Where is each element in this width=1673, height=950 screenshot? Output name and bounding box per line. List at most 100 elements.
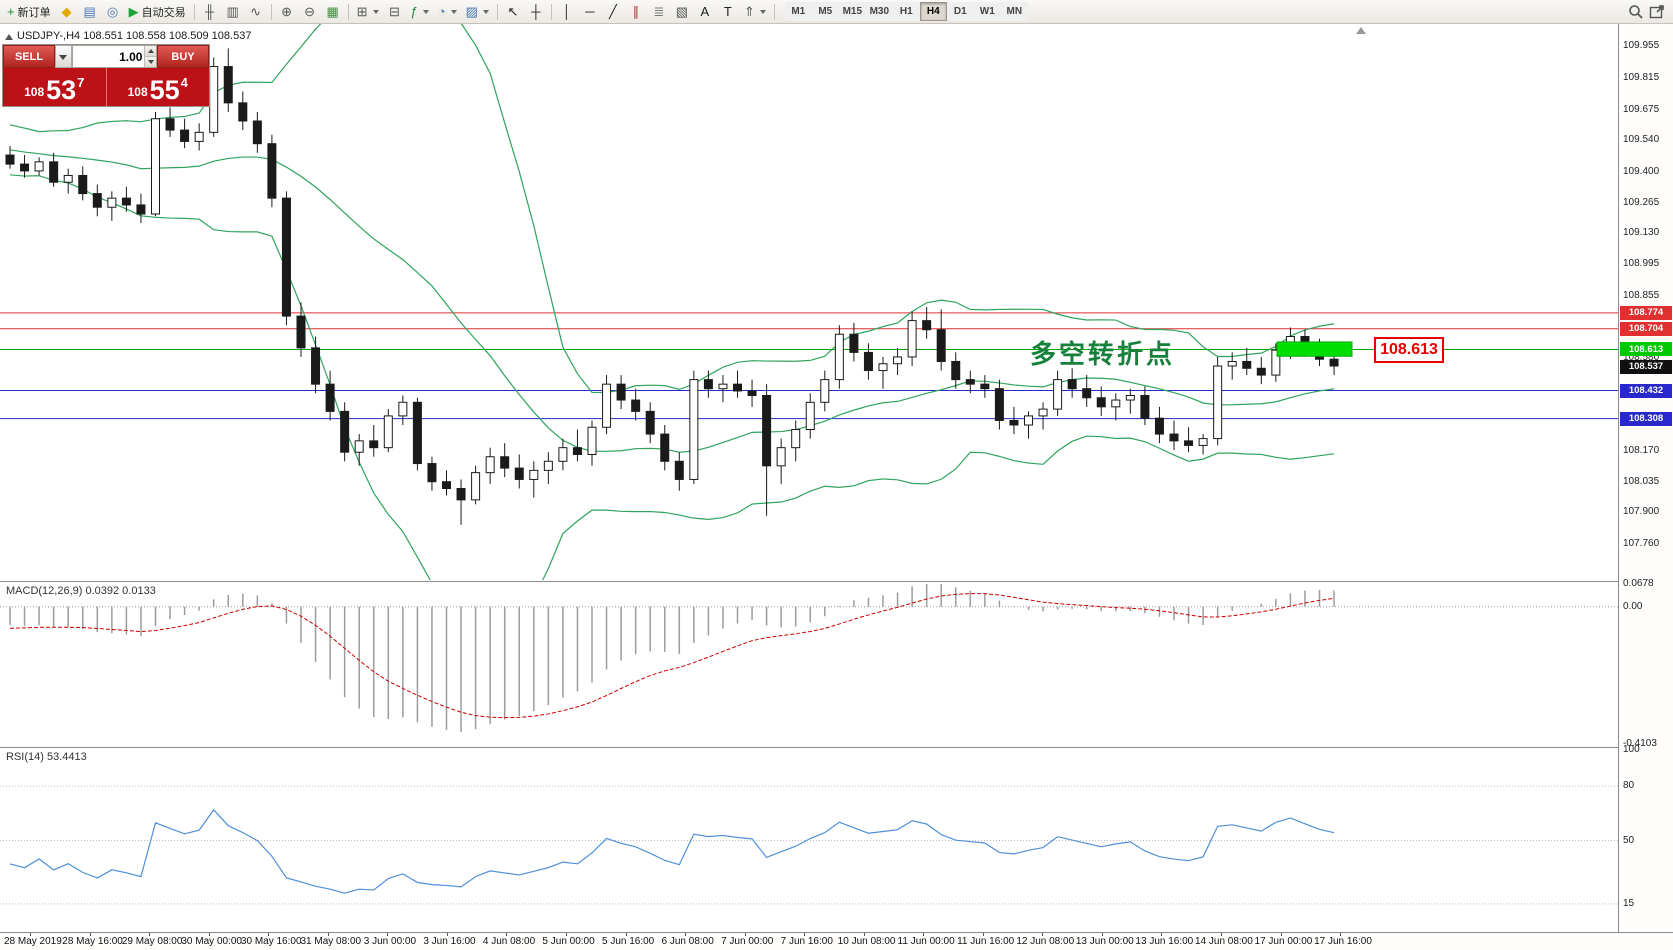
sell-price-big: 53 xyxy=(46,75,77,106)
macd-histogram xyxy=(9,584,1335,733)
timeframe-group: M1 M5 M15 M30 H1 H4 D1 W1 MN xyxy=(784,2,1028,21)
time-tick xyxy=(923,933,925,936)
time-axis-label: 3 Jun 00:00 xyxy=(363,936,417,947)
collapse-trade-panel-arrow[interactable] xyxy=(5,34,13,40)
bar-chart-icon: ╫ xyxy=(204,4,215,19)
time-axis-label: 14 Jun 08:00 xyxy=(1194,936,1253,947)
text-label-icon: T xyxy=(723,4,732,19)
rsi-axis-label: 15 xyxy=(1623,897,1635,909)
time-tick xyxy=(506,933,508,936)
lot-increase-button[interactable] xyxy=(145,46,156,57)
macd-panel[interactable]: MACD(12,26,9) 0.0392 0.0133 xyxy=(0,581,1618,747)
autotrading-button[interactable]: ▶ 自动交易 xyxy=(125,2,190,22)
fibonacci-icon[interactable]: ≣ xyxy=(648,2,670,22)
price-axis-label: 107.900 xyxy=(1623,506,1660,518)
symbol-ohlc-label: USDJPY-,H4 108.551 108.558 108.509 108.5… xyxy=(17,30,252,42)
rsi-panel[interactable]: RSI(14) 53.4413 xyxy=(0,747,1618,933)
toolbar: + 新订单 ◆ ▤ ◎ ▶ 自动交易 ╫ ▥ ∿ ⊕ ⊖ ▦ ⊞ ⊟ ƒ ◔ ▨ ↖ ┼ │ ─ ╱ ∥ ≣ ▧ A T ⇑ M1 M5 M1… xyxy=(0,0,1673,24)
tile-windows-icon[interactable]: ⊞ xyxy=(353,2,383,22)
sell-button[interactable]: SELL xyxy=(3,45,55,68)
indicators-icon[interactable]: ƒ xyxy=(407,2,433,22)
lot-dropdown-button[interactable] xyxy=(55,45,72,68)
horizontal-line-icon[interactable]: ─ xyxy=(579,2,601,22)
search-icon[interactable] xyxy=(1628,4,1644,20)
crosshair-icon[interactable]: ┼ xyxy=(525,2,547,22)
time-axis-label: 17 Jun 16:00 xyxy=(1314,936,1372,947)
timeframe-m1[interactable]: M1 xyxy=(784,2,812,21)
time-tick xyxy=(804,933,806,936)
zoom-out-icon: ⊖ xyxy=(304,4,316,19)
channel-icon: ∥ xyxy=(632,4,640,19)
time-axis-label: 5 Jun 16:00 xyxy=(601,936,655,947)
line-chart-icon[interactable]: ∿ xyxy=(245,2,267,22)
sell-price-base: 108 xyxy=(24,85,45,99)
timeframe-m30[interactable]: M30 xyxy=(865,2,893,21)
templates-icon[interactable]: ▨ xyxy=(462,2,493,22)
periods-icon[interactable]: ◔ xyxy=(434,2,461,22)
bollinger-bands xyxy=(9,24,1335,580)
time-tick xyxy=(1280,933,1282,936)
time-axis-label: 28 May 2019 xyxy=(3,936,62,947)
price-tag-108.774: 108.774 xyxy=(1620,305,1672,320)
channel-icon[interactable]: ∥ xyxy=(625,2,647,22)
cursor-icon[interactable]: ↖ xyxy=(502,2,524,22)
time-axis-label: 6 Jun 08:00 xyxy=(661,936,714,947)
lot-size-input[interactable] xyxy=(73,46,145,67)
bar-chart-icon[interactable]: ╫ xyxy=(199,2,221,22)
time-tick xyxy=(744,933,746,936)
price-axis-label: 109.265 xyxy=(1623,196,1660,208)
new-window-icon[interactable] xyxy=(1649,4,1665,20)
candlestick-chart-icon[interactable]: ▥ xyxy=(222,2,244,22)
buy-button[interactable]: BUY xyxy=(157,45,209,68)
zoom-in-icon: ⊕ xyxy=(281,4,293,19)
sell-price-display[interactable]: 108 53 7 xyxy=(3,68,106,106)
time-tick xyxy=(1221,933,1222,936)
time-axis-label: 30 May 16:00 xyxy=(240,936,302,947)
chevron-down-icon xyxy=(372,9,379,14)
time-axis-label: 31 May 08:00 xyxy=(300,936,362,947)
cascade-windows-icon[interactable]: ⊟ xyxy=(384,2,406,22)
price-tag-108.704: 108.704 xyxy=(1620,321,1672,336)
toolbar-separator xyxy=(193,3,195,20)
time-tick xyxy=(89,933,91,936)
periods-icon: ◔ xyxy=(437,4,446,19)
buy-price-display[interactable]: 108 55 4 xyxy=(105,68,210,106)
text-icon[interactable]: A xyxy=(694,2,716,22)
price-axis-label: 108.580 xyxy=(1623,351,1660,363)
candlestick-chart-icon: ▥ xyxy=(226,4,239,19)
autotrading-button: ▶ xyxy=(128,4,139,19)
new-order-button[interactable]: + 新订单 xyxy=(3,2,55,22)
timeframe-d1[interactable]: D1 xyxy=(946,2,974,21)
shapes-icon[interactable]: ▧ xyxy=(671,2,693,22)
trendline-icon[interactable]: ╱ xyxy=(602,2,624,22)
zoom-in-icon[interactable]: ⊕ xyxy=(276,2,298,22)
text-label-icon[interactable]: T xyxy=(717,2,739,22)
new-order-button-label: 新订单 xyxy=(17,6,51,19)
time-axis-label: 5 Jun 00:00 xyxy=(542,936,595,947)
time-tick xyxy=(565,933,567,936)
market-watch-icon[interactable]: ◆ xyxy=(56,2,78,22)
timeframe-mn[interactable]: MN xyxy=(1000,2,1028,21)
autotrading-button-label: 自动交易 xyxy=(141,6,186,19)
trendline-icon: ╱ xyxy=(608,4,617,19)
timeframe-m5[interactable]: M5 xyxy=(811,2,839,21)
price-axis-label: 109.400 xyxy=(1623,165,1660,177)
arrows-icon[interactable]: ⇑ xyxy=(740,2,770,22)
lot-decrease-button[interactable] xyxy=(145,57,156,67)
main-chart-panel[interactable]: USDJPY-,H4 108.551 108.558 108.509 108.5… xyxy=(0,24,1618,580)
auto-arrange-icon[interactable]: ▦ xyxy=(322,2,344,22)
zoom-out-icon[interactable]: ⊖ xyxy=(299,2,321,22)
timeframe-w1[interactable]: W1 xyxy=(973,2,1001,21)
navigator-icon[interactable]: ◎ xyxy=(102,2,124,22)
timeframe-h1[interactable]: H1 xyxy=(892,2,920,21)
timeframe-h4[interactable]: H4 xyxy=(919,2,947,21)
chart-scroll-marker xyxy=(1356,27,1366,34)
lot-size-field xyxy=(72,45,157,68)
timeframe-m15[interactable]: M15 xyxy=(838,2,866,21)
macd-plot xyxy=(0,584,1618,733)
vertical-line-icon[interactable]: │ xyxy=(556,2,578,22)
candlestick-chart[interactable] xyxy=(0,24,1618,580)
data-window-icon[interactable]: ▤ xyxy=(79,2,101,22)
time-tick xyxy=(1101,933,1103,936)
